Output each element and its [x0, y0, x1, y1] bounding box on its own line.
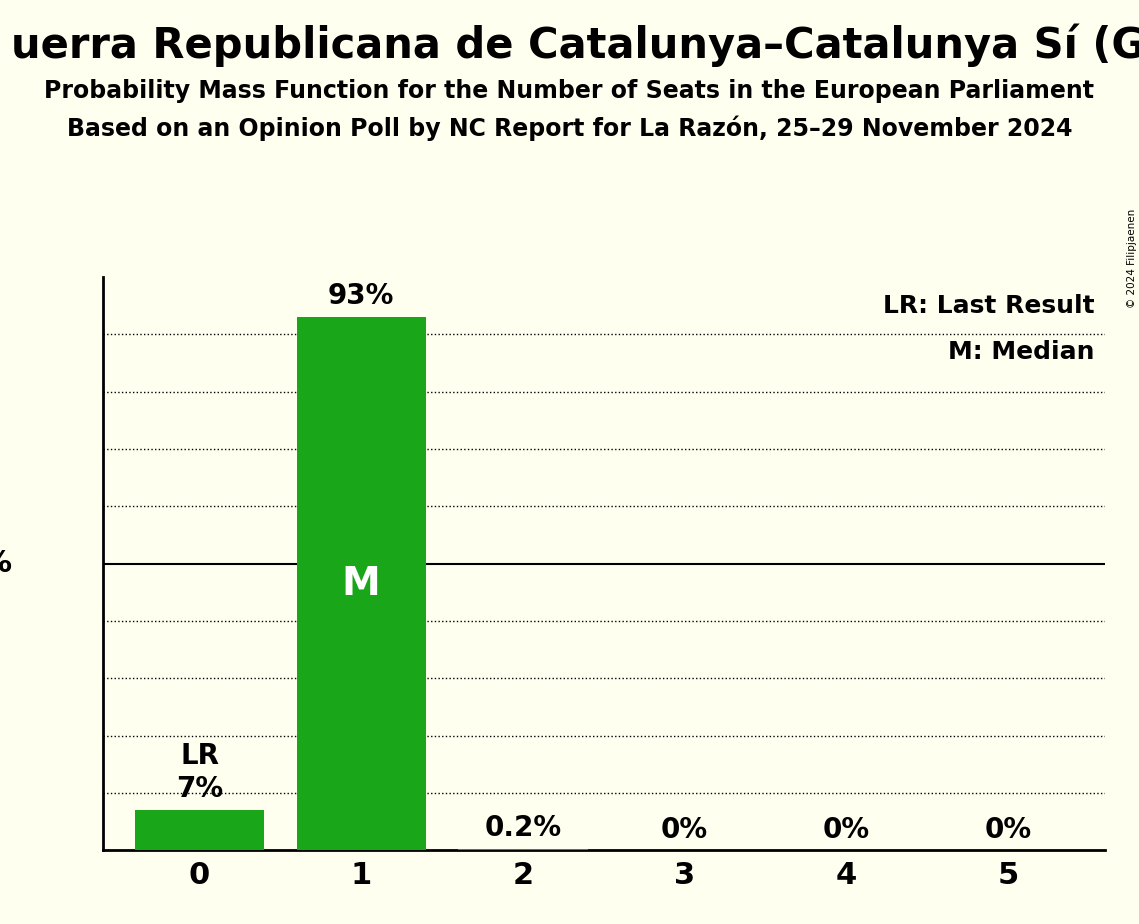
Text: Probability Mass Function for the Number of Seats in the European Parliament: Probability Mass Function for the Number… [44, 79, 1095, 103]
Text: 0%: 0% [661, 816, 708, 845]
Text: 0.2%: 0.2% [484, 814, 562, 842]
Text: 50%: 50% [0, 549, 13, 578]
Text: M: M [342, 565, 380, 602]
Bar [296, 317, 426, 850]
Text: 7%: 7% [175, 775, 223, 803]
Text: © 2024 Filipjaenen: © 2024 Filipjaenen [1126, 209, 1137, 309]
Text: LR: LR [180, 742, 219, 770]
Text: 0%: 0% [984, 816, 1032, 845]
Bar [458, 849, 588, 850]
Text: 0%: 0% [822, 816, 870, 845]
Bar [134, 810, 264, 850]
Text: 93%: 93% [328, 283, 394, 310]
Text: uerra Republicana de Catalunya–Catalunya Sí (Greens/E: uerra Republicana de Catalunya–Catalunya… [11, 23, 1139, 67]
Text: Based on an Opinion Poll by NC Report for La Razón, 25–29 November 2024: Based on an Opinion Poll by NC Report fo… [67, 116, 1072, 141]
Text: M: Median: M: Median [949, 340, 1095, 364]
Text: LR: Last Result: LR: Last Result [883, 295, 1095, 319]
